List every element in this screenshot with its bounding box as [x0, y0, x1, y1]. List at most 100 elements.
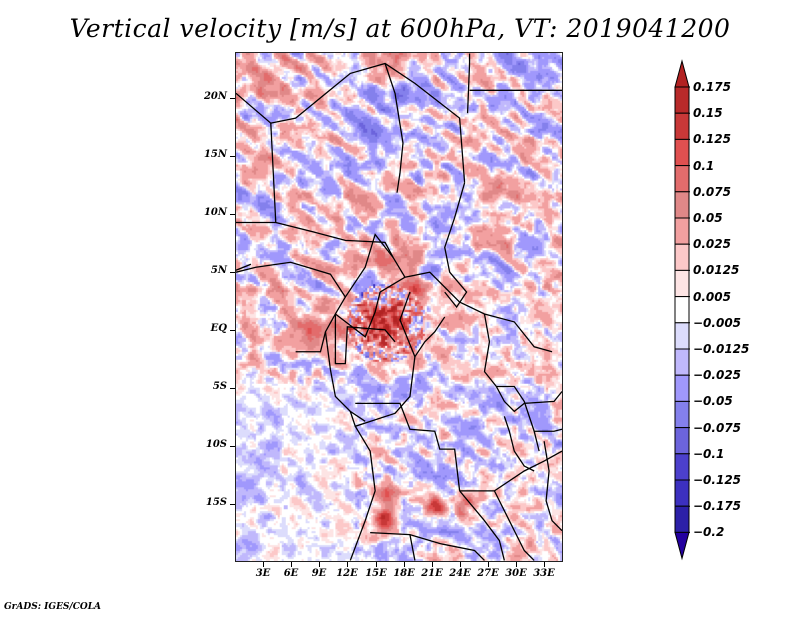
colorbar-level-label: −0.025 — [693, 368, 742, 383]
colorbar-bin — [674, 269, 690, 298]
colorbar-level-label: 0.0125 — [693, 263, 740, 278]
colorbar-level-label: 0.1 — [693, 158, 715, 173]
colorbar-bin — [674, 479, 690, 507]
lon-tick — [488, 562, 489, 567]
border-line — [324, 331, 366, 422]
colorbar-bin — [674, 374, 690, 402]
colorbar-level-label: 0.075 — [693, 184, 731, 199]
colorbar-bin — [674, 427, 690, 455]
colorbar-bin — [674, 165, 690, 193]
colorbar-bin — [674, 505, 690, 533]
border-line — [349, 291, 416, 428]
colorbar-level-label: −0.05 — [693, 394, 733, 409]
lon-tick-label: 27E — [477, 568, 499, 579]
vertical-velocity-field — [236, 53, 562, 561]
colorbar-bin — [674, 348, 690, 376]
border-line — [534, 428, 562, 432]
lon-tick-label: 3E — [255, 568, 271, 579]
colorbar-legend: 0.175 0.15 0.125 0.1 0.075 0.05 0.025 0.0125 0.0… — [660, 55, 780, 565]
border-line — [349, 425, 376, 561]
country-borders — [236, 53, 562, 561]
map-plot-area — [235, 52, 563, 562]
border-line — [334, 291, 381, 338]
colorbar-scale — [674, 59, 690, 561]
lat-tick-label: 15S — [205, 497, 227, 508]
lat-tick — [230, 330, 235, 331]
border-line — [236, 92, 277, 224]
colorbar-level-label: −0.175 — [693, 499, 742, 514]
colorbar-bin — [674, 453, 690, 481]
lon-tick — [291, 562, 292, 567]
border-line — [495, 386, 562, 413]
lon-tick-label: 33E — [533, 568, 555, 579]
border-line — [384, 63, 404, 193]
border-line — [236, 261, 347, 353]
lat-tick-label: 5S — [212, 381, 227, 392]
lon-tick-label: 24E — [449, 568, 471, 579]
lon-tick — [263, 562, 264, 567]
lon-tick-label: 6E — [283, 568, 299, 579]
lon-tick-label: 9E — [311, 568, 327, 579]
lon-tick-label: 12E — [336, 568, 358, 579]
lat-tick-label: 10N — [203, 207, 227, 218]
border-line — [236, 263, 252, 271]
lat-tick — [230, 446, 235, 447]
border-line — [379, 271, 553, 353]
border-line — [466, 53, 471, 114]
lat-tick — [230, 388, 235, 389]
colorbar-level-label: 0.005 — [693, 289, 731, 304]
lat-tick — [230, 504, 235, 505]
lon-tick — [376, 562, 377, 567]
lat-tick-label: 20N — [203, 91, 227, 102]
grads-credit: GrADS: IGES/COLA — [4, 602, 102, 612]
border-line — [493, 490, 535, 561]
lat-tick-label: 10S — [205, 439, 227, 450]
lat-tick — [230, 272, 235, 273]
colorbar-bin — [674, 400, 690, 429]
colorbar-bin — [674, 217, 690, 245]
lon-tick-label: 18E — [393, 568, 415, 579]
lon-tick — [319, 562, 320, 567]
lon-tick-label: 15E — [365, 568, 387, 579]
lat-tick — [230, 156, 235, 157]
colorbar-level-label: 0.15 — [693, 106, 723, 121]
lat-tick-label: 15N — [203, 149, 227, 160]
lon-tick — [347, 562, 348, 567]
colorbar-level-label: −0.005 — [693, 315, 742, 330]
colorbar-level-label: 0.05 — [693, 211, 723, 225]
colorbar-bin — [674, 243, 690, 271]
colorbar-bin — [674, 296, 690, 324]
colorbar-bin — [674, 112, 690, 140]
border-line — [414, 316, 446, 358]
border-line — [334, 313, 396, 365]
lon-tick-label: 21E — [421, 568, 443, 579]
colorbar-bin — [674, 138, 690, 167]
lon-tick — [460, 562, 461, 567]
lon-tick — [544, 562, 545, 567]
colorbar-level-label: 0.125 — [693, 132, 731, 147]
border-line — [409, 534, 416, 561]
lat-tick — [230, 214, 235, 215]
border-line — [459, 490, 505, 561]
colorbar-bottom-arrow — [674, 531, 690, 561]
border-line — [459, 450, 562, 492]
lat-tick — [230, 98, 235, 99]
lon-tick-label: 30E — [505, 568, 527, 579]
colorbar-level-label: 0.025 — [693, 237, 731, 252]
colorbar-level-label: −0.075 — [693, 420, 742, 435]
border-line — [503, 416, 535, 472]
colorbar-level-label: −0.125 — [693, 473, 742, 487]
colorbar-level-label: −0.0125 — [693, 342, 750, 356]
colorbar-bin — [674, 322, 690, 350]
lon-tick — [432, 562, 433, 567]
border-line — [444, 182, 468, 309]
colorbar-level-label: 0.175 — [693, 80, 731, 94]
colorbar-level-label: −0.2 — [693, 525, 725, 540]
border-line — [275, 221, 394, 258]
lat-tick-label: EQ — [210, 323, 227, 334]
colorbar-top-arrow — [674, 59, 690, 88]
border-line — [344, 233, 406, 298]
border-line — [483, 313, 540, 452]
border-line — [270, 62, 466, 183]
lon-tick — [516, 562, 517, 567]
